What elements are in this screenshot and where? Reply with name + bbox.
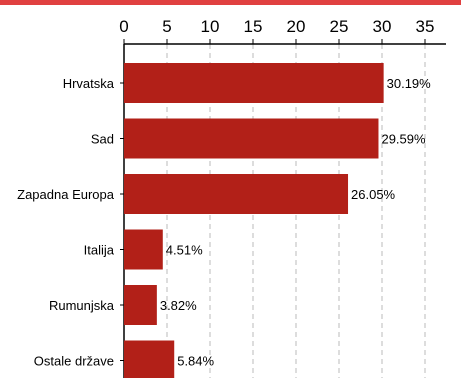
category-label-5: Ostale države: [34, 354, 114, 369]
x-tick-label-35: 35: [416, 17, 435, 36]
x-tick-label-10: 10: [201, 17, 220, 36]
bar-2: [124, 174, 349, 214]
bar-4: [124, 285, 157, 325]
data-label-1: 29.59%: [381, 132, 426, 147]
data-label-0: 30.19%: [387, 76, 432, 91]
category-label-1: Sad: [91, 132, 114, 147]
data-label-4: 3.82%: [160, 298, 197, 313]
bar-5: [124, 340, 175, 378]
x-tick-label-0: 0: [119, 17, 128, 36]
x-tick-label-20: 20: [287, 17, 306, 36]
bar-0: [124, 63, 384, 103]
top-accent-bar: [0, 0, 461, 5]
bar-1: [124, 118, 379, 159]
x-tick-label-25: 25: [330, 17, 349, 36]
category-label-0: Hrvatska: [63, 76, 115, 91]
x-tick-label-30: 30: [373, 17, 392, 36]
x-tick-label-15: 15: [244, 17, 263, 36]
data-label-2: 26.05%: [351, 187, 396, 202]
category-label-2: Zapadna Europa: [17, 187, 115, 202]
category-label-4: Rumunjska: [49, 298, 115, 313]
data-label-5: 5.84%: [177, 354, 214, 369]
bar-3: [124, 229, 163, 270]
data-label-3: 4.51%: [166, 243, 203, 258]
x-tick-label-5: 5: [162, 17, 171, 36]
category-label-3: Italija: [84, 243, 115, 258]
